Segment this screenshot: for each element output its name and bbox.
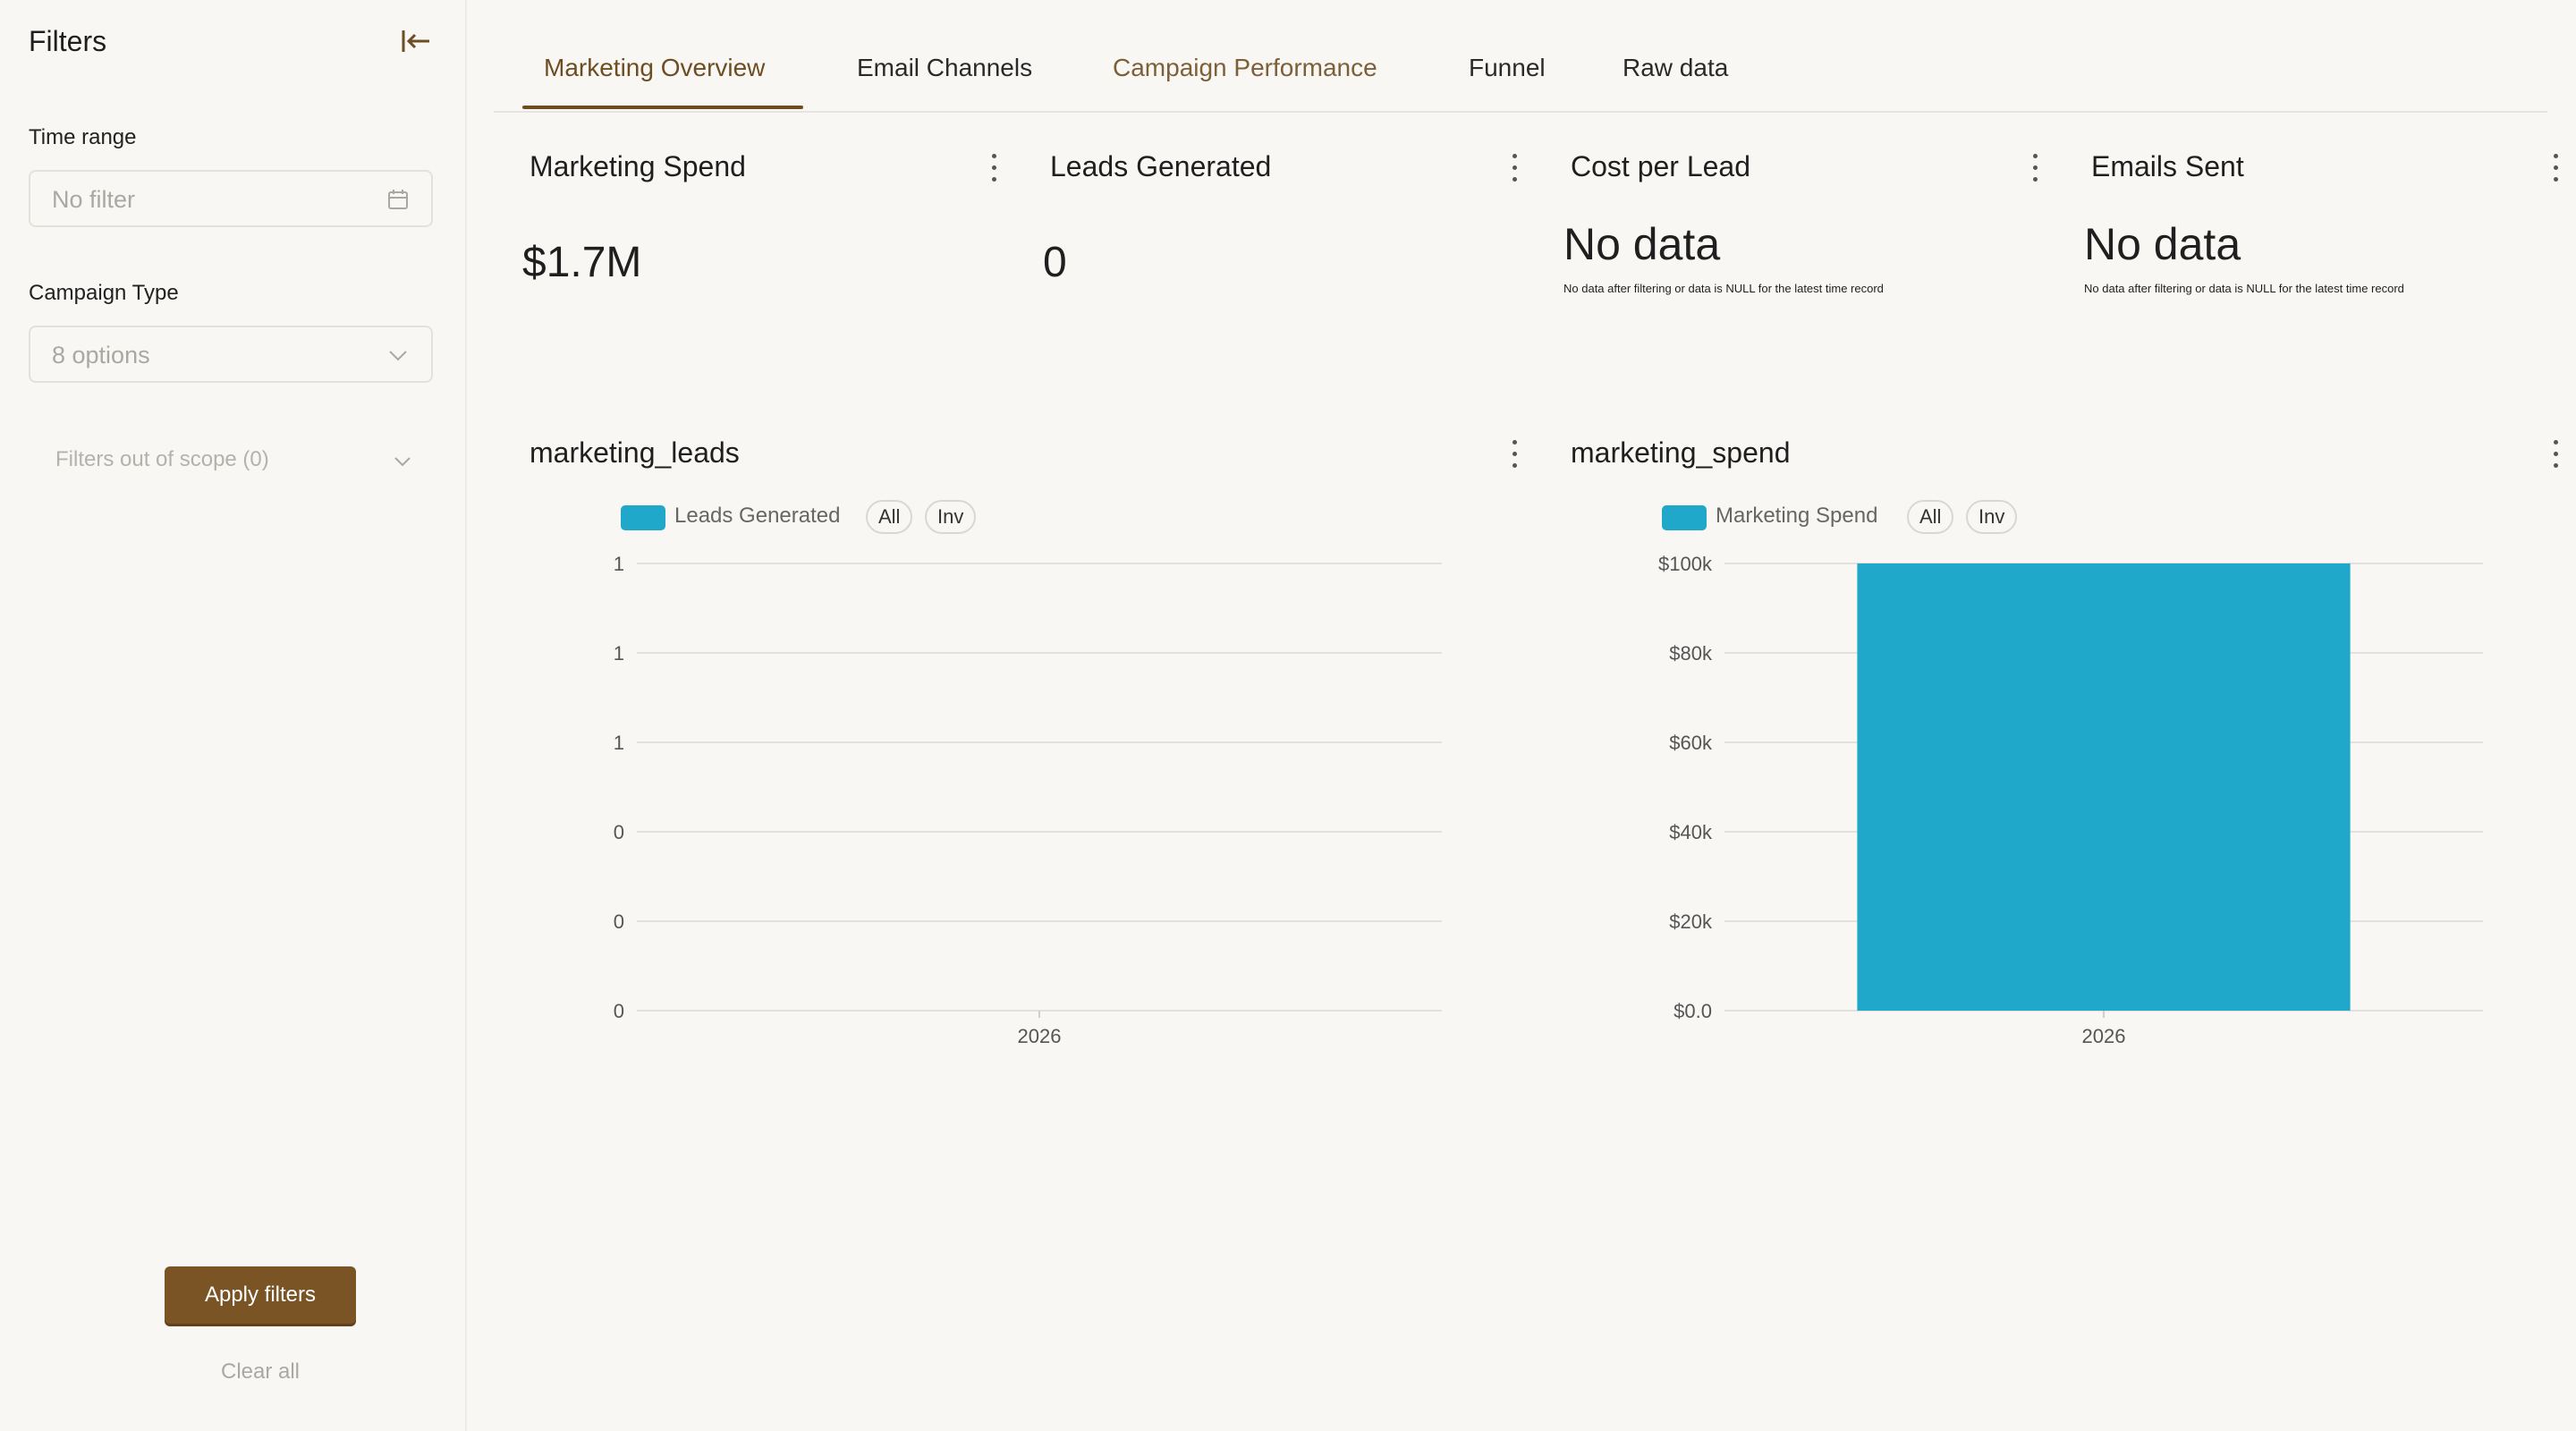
card-title: Cost per Lead <box>1571 150 1751 182</box>
tab-email-channels[interactable]: Email Channels <box>857 54 1033 81</box>
dashboard-tabs: Marketing Overview Email Channels Campai… <box>494 0 2547 113</box>
tab-raw-data[interactable]: Raw data <box>1623 54 1729 81</box>
more-options-icon[interactable] <box>989 154 998 184</box>
tab-marketing-overview[interactable]: Marketing Overview <box>544 54 766 81</box>
bar <box>1857 563 2351 1011</box>
filters-out-of-scope-label: Filters out of scope (0) <box>55 447 269 471</box>
time-range-label: Time range <box>29 125 137 149</box>
legend-select-all-button[interactable]: All <box>1907 500 1954 534</box>
chart-plot: $100k $80k $60k $40k $20k $0.0 2026 <box>1658 553 2483 1047</box>
campaign-type-placeholder: 8 options <box>52 342 150 368</box>
y-tick-label: $60k <box>1669 732 1713 754</box>
card-title: Marketing Spend <box>530 150 746 182</box>
legend-swatch[interactable] <box>621 505 665 530</box>
time-range-placeholder: No filter <box>52 186 136 213</box>
collapse-left-icon <box>402 30 429 52</box>
legend-swatch[interactable] <box>1662 505 1707 530</box>
chevron-down-icon <box>394 457 411 467</box>
legend-invert-button[interactable]: Inv <box>1966 500 2018 534</box>
kpi-value: 0 <box>1043 239 1067 286</box>
no-data-message: No data <box>1563 219 1721 269</box>
y-tick-label: 0 <box>614 1000 624 1022</box>
legend-label[interactable]: Leads Generated <box>674 504 841 528</box>
tab-campaign-performance[interactable]: Campaign Performance <box>1113 54 1377 81</box>
x-tick-label: 2026 <box>2082 1025 2126 1047</box>
apply-filters-button[interactable]: Apply filters <box>165 1266 356 1324</box>
more-options-icon[interactable] <box>2551 440 2560 470</box>
more-options-icon[interactable] <box>1510 154 1519 184</box>
y-tick-label: 0 <box>614 910 624 933</box>
y-tick-label: 0 <box>614 821 624 843</box>
y-tick-label: 1 <box>614 732 624 754</box>
card-title: Emails Sent <box>2091 150 2244 182</box>
chart-title: marketing_spend <box>1571 436 1791 469</box>
chevron-down-icon <box>389 351 407 361</box>
y-tick-label: $40k <box>1669 821 1713 843</box>
chart-plot: 1 1 1 0 0 0 2026 <box>614 553 1442 1047</box>
campaign-type-select[interactable]: 8 options <box>29 326 433 383</box>
sidebar-title: Filters <box>29 25 107 57</box>
y-tick-label: 1 <box>614 553 624 575</box>
no-data-message: No data <box>2084 219 2241 269</box>
more-options-icon[interactable] <box>2551 154 2560 184</box>
filter-sidebar: Filters Time range No filter Campaign Ty… <box>0 0 467 1431</box>
card-title: Leads Generated <box>1050 150 1272 182</box>
legend-label[interactable]: Marketing Spend <box>1716 504 1878 528</box>
kpi-value: $1.7M <box>522 239 642 286</box>
no-data-note: No data after filtering or data is NULL … <box>1563 282 1884 295</box>
y-tick-label: 1 <box>614 642 624 665</box>
time-range-input[interactable]: No filter <box>29 170 433 227</box>
y-tick-label: $100k <box>1658 553 1713 575</box>
more-options-icon[interactable] <box>2030 154 2039 184</box>
campaign-type-label: Campaign Type <box>29 281 179 305</box>
clear-all-button[interactable]: Clear all <box>220 1359 301 1384</box>
tab-funnel[interactable]: Funnel <box>1469 54 1546 81</box>
legend-select-all-button[interactable]: All <box>866 500 913 534</box>
collapse-sidebar-button[interactable] <box>397 23 433 59</box>
y-tick-label: $20k <box>1669 910 1713 933</box>
calendar-icon <box>388 190 408 209</box>
filters-out-of-scope-toggle[interactable]: Filters out of scope (0) <box>55 445 413 476</box>
more-options-icon[interactable] <box>1510 440 1519 470</box>
active-tab-indicator <box>522 106 803 109</box>
y-tick-label: $80k <box>1669 642 1713 665</box>
no-data-note: No data after filtering or data is NULL … <box>2084 282 2404 295</box>
x-tick-label: 2026 <box>1018 1025 1062 1047</box>
legend-invert-button[interactable]: Inv <box>925 500 977 534</box>
y-tick-label: $0.0 <box>1674 1000 1712 1022</box>
chart-title: marketing_leads <box>530 436 740 469</box>
